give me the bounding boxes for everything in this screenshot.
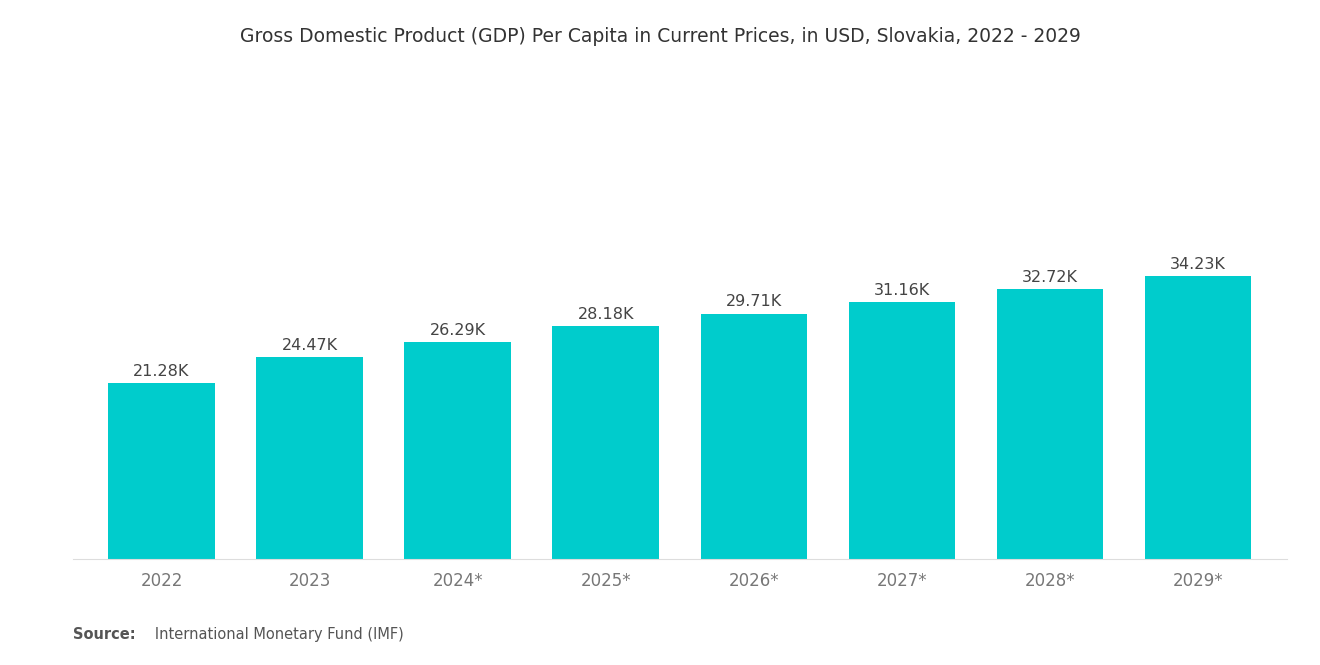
- Text: 29.71K: 29.71K: [726, 295, 781, 309]
- Bar: [108, 383, 215, 559]
- Text: Gross Domestic Product (GDP) Per Capita in Current Prices, in USD, Slovakia, 202: Gross Domestic Product (GDP) Per Capita …: [239, 27, 1081, 46]
- Text: Source:: Source:: [73, 626, 135, 642]
- Text: 31.16K: 31.16K: [874, 283, 931, 297]
- Bar: [849, 302, 956, 559]
- Bar: [997, 289, 1104, 559]
- Bar: [404, 342, 511, 559]
- Text: 24.47K: 24.47K: [281, 338, 338, 352]
- Text: 34.23K: 34.23K: [1171, 257, 1226, 272]
- Bar: [256, 357, 363, 559]
- Text: 26.29K: 26.29K: [429, 323, 486, 338]
- Text: 21.28K: 21.28K: [133, 364, 190, 379]
- Text: 28.18K: 28.18K: [578, 307, 634, 322]
- Text: 32.72K: 32.72K: [1022, 270, 1078, 285]
- Bar: [553, 327, 659, 559]
- Bar: [701, 314, 807, 559]
- Text: International Monetary Fund (IMF): International Monetary Fund (IMF): [141, 626, 404, 642]
- Bar: [1144, 277, 1251, 559]
